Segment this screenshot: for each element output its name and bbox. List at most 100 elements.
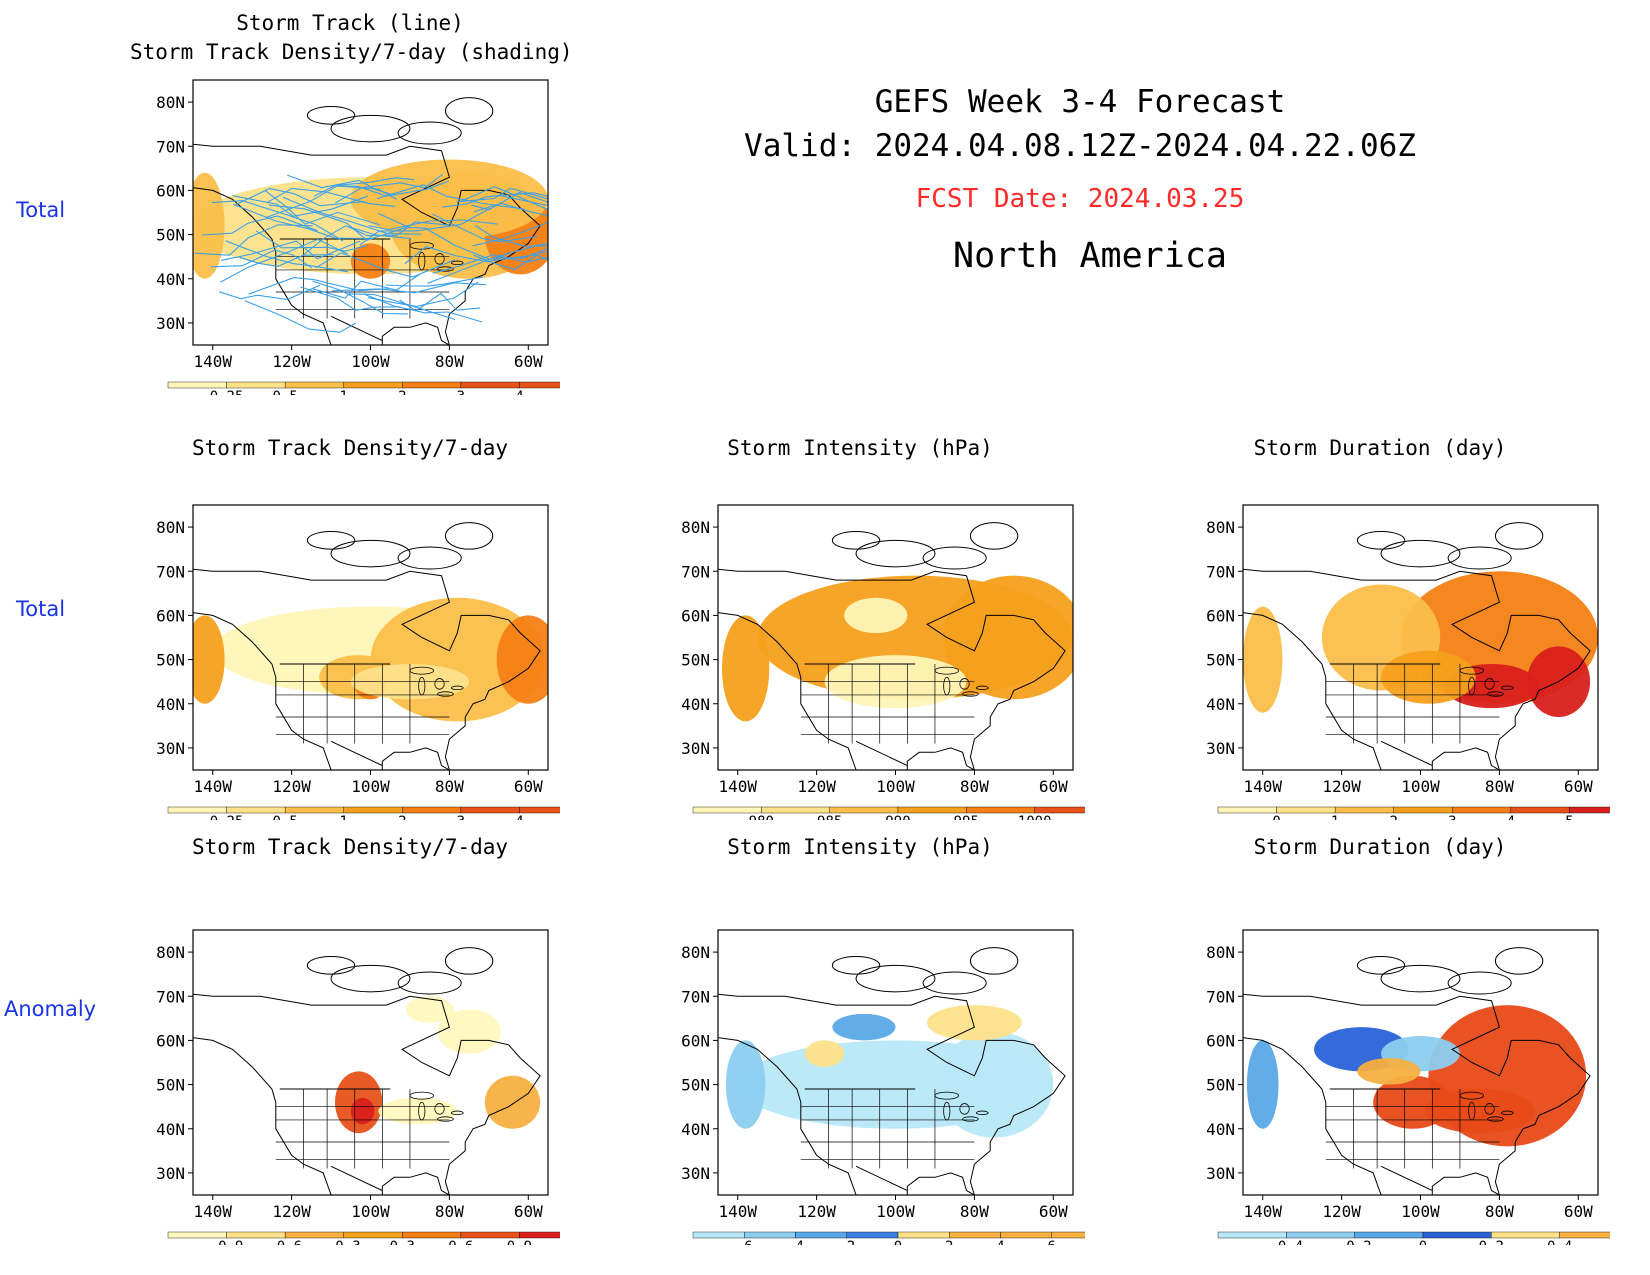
lon-tick-label: 120W (797, 777, 836, 796)
storm-track-line (474, 225, 548, 247)
map-layer (718, 930, 1073, 1195)
storm-track-line (220, 238, 348, 283)
storm-track-line (497, 194, 548, 206)
great-lake (450, 260, 464, 266)
storm-track-line (368, 219, 498, 231)
colorbar-swatch (846, 1231, 899, 1239)
storm-track-line (359, 207, 491, 246)
great-lake (962, 1116, 979, 1122)
colorbar-swatch (167, 381, 227, 389)
shaded-region (1381, 650, 1476, 704)
colorbar-label: 2 (1389, 814, 1397, 820)
lon-tick-label: 80W (960, 777, 989, 796)
colorbar-swatch (284, 806, 344, 814)
colorbar-label: -0.4 (1269, 1239, 1303, 1245)
colorbar-swatch (519, 381, 560, 389)
map-layer (1243, 505, 1598, 770)
map-background (193, 930, 548, 1195)
lon-tick-label: 140W (193, 777, 232, 796)
panel-title-track-line2: Storm Track Density/7-day (shading) (130, 40, 573, 64)
storm-track-line (248, 277, 389, 295)
row-label-anomaly: Anomaly (4, 997, 97, 1021)
lon-tick-label: 60W (1039, 1202, 1068, 1221)
lat-tick-label: 80N (1206, 943, 1235, 962)
colorbar-swatch (1051, 1231, 1085, 1239)
panel-title-duration: Storm Duration (day) (1253, 436, 1507, 460)
lat-tick-label: 70N (156, 562, 185, 581)
arctic-island (1447, 971, 1512, 995)
us-mexico-border (855, 1165, 908, 1192)
lat-tick-label: 80N (156, 93, 185, 112)
coastline-east (718, 993, 1066, 1195)
colorbar-swatch (460, 1231, 520, 1239)
lat-tick-label: 40N (1206, 1120, 1235, 1139)
colorbar-label: 1 (339, 389, 347, 395)
shaded-region (193, 615, 225, 704)
storm-track-line (225, 240, 349, 273)
great-lake (1487, 691, 1504, 697)
lat-tick-label: 70N (1206, 987, 1235, 1006)
colorbar-swatch (284, 1231, 344, 1239)
colorbar-label: -0.2 (1338, 1239, 1372, 1245)
colorbar-label: 4 (1507, 814, 1515, 820)
coastline-west (193, 612, 383, 770)
storm-track-line (473, 202, 548, 217)
colorbar-swatch (519, 1231, 560, 1239)
lon-tick-label: 120W (1322, 777, 1361, 796)
storm-track-line (282, 196, 422, 235)
lat-tick-label: 40N (681, 695, 710, 714)
coastline-east (193, 993, 541, 1195)
storm-track-line (404, 245, 510, 265)
colorbar-label: 0.4 (1547, 1239, 1572, 1245)
colorbar-swatch (460, 806, 520, 814)
arctic-island (330, 964, 411, 993)
lat-tick-label: 80N (1206, 518, 1235, 537)
great-lake (1500, 1110, 1514, 1116)
storm-track-line (220, 240, 361, 261)
lon-tick-label: 60W (1564, 1202, 1593, 1221)
storm-track-line (265, 190, 381, 226)
storm-track-line (376, 184, 525, 210)
colorbar-label: 0 (1419, 1239, 1427, 1245)
arctic-island (831, 956, 881, 975)
lon-tick-label: 120W (1322, 1202, 1361, 1221)
colorbar-swatch (1422, 1231, 1492, 1239)
storm-track-line (303, 225, 412, 255)
shaded-region (844, 597, 908, 634)
colorbar-label: 0.5 (272, 814, 297, 820)
shaded-region (721, 615, 770, 722)
lon-tick-label: 100W (876, 777, 915, 796)
colorbar-swatch (1217, 806, 1277, 814)
colorbar-label: 0 (1272, 814, 1280, 820)
storm-track-line (195, 224, 313, 256)
colorbar-label: 995 (954, 814, 979, 820)
coastline-east (1243, 568, 1591, 770)
lat-tick-label: 40N (156, 1120, 185, 1139)
panel-title-density: Storm Track Density/7-day (191, 436, 509, 460)
colorbar-swatch (1559, 1231, 1610, 1239)
map-panel-anom-duration: 80N 70N 60N 50N 40N 30N 140W 120W 100W 80W 60W -0.4… (1206, 929, 1610, 1245)
storm-track-line (232, 203, 375, 240)
storm-track-line (473, 251, 548, 271)
storm-track-line (367, 281, 479, 307)
shaded-region (942, 575, 1073, 700)
colorbar-swatch (167, 1231, 227, 1239)
colorbar-swatch (692, 1231, 745, 1239)
lon-tick-label: 60W (514, 777, 543, 796)
lat-tick-label: 40N (681, 1120, 710, 1139)
great-lake (959, 1103, 970, 1115)
panel-title-anom-density: Storm Track Density/7-day (191, 835, 509, 859)
storm-track-line (456, 187, 548, 203)
forecast-date: FCST Date: 2024.03.25 (915, 184, 1245, 214)
arctic-island (855, 539, 936, 568)
lon-tick-label: 80W (1485, 777, 1514, 796)
map-layer (193, 505, 548, 770)
lon-tick-label: 80W (435, 1202, 464, 1221)
coastline-west (718, 612, 908, 770)
arctic-island (1494, 522, 1544, 550)
lat-tick-label: 80N (681, 518, 710, 537)
colorbar-swatch (226, 381, 286, 389)
lat-tick-label: 50N (156, 651, 185, 670)
lat-tick-label: 80N (156, 943, 185, 962)
colorbar-swatch (460, 381, 520, 389)
